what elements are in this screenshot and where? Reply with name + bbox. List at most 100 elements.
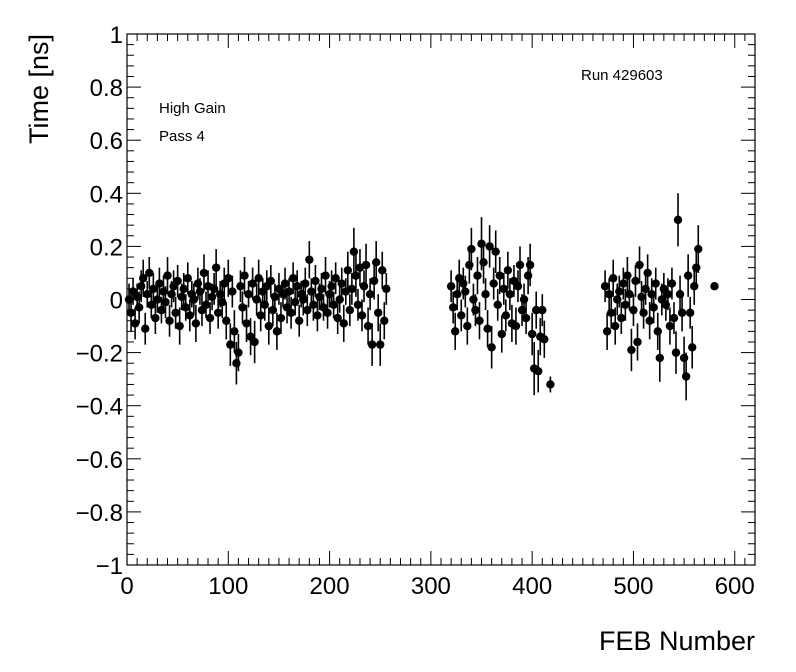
data-point [625, 289, 634, 299]
data-point [333, 313, 342, 323]
data-point [694, 244, 703, 254]
data-point [487, 343, 496, 352]
data-point [126, 308, 136, 317]
data-point [534, 366, 543, 376]
data-point [661, 300, 671, 310]
data-point [465, 260, 474, 270]
data-point [367, 340, 377, 349]
data-point [519, 295, 529, 304]
y-tick-label: −0.8 [76, 500, 123, 527]
data-point [602, 327, 612, 336]
data-point [617, 313, 626, 323]
data-point [179, 284, 188, 294]
data-point [218, 297, 227, 307]
data-point [292, 282, 302, 291]
data-point [167, 289, 176, 299]
data-point [491, 247, 500, 256]
data-point [183, 274, 192, 283]
data-point [286, 308, 296, 317]
data-point [307, 287, 316, 296]
data-point [540, 335, 549, 344]
data-point [511, 321, 521, 331]
data-point [546, 380, 555, 389]
data-point [268, 305, 278, 315]
data-point [683, 271, 693, 280]
data-point [631, 276, 640, 286]
data-point [515, 260, 525, 270]
data-point [339, 319, 348, 328]
data-point [604, 289, 614, 299]
data-point [523, 271, 533, 280]
data-point [483, 324, 492, 333]
x-tick-label: 500 [613, 573, 653, 600]
y-tick-labels: −1 −0.8 −0.6 −0.4 −0.2 0 0.2 0.4 0.6 0.8 1 [76, 22, 123, 580]
data-point [305, 255, 314, 264]
data-point [175, 321, 184, 331]
data-point [213, 308, 223, 317]
data-point [461, 287, 470, 296]
data-point [209, 284, 219, 294]
data-point [132, 292, 142, 302]
data-point [376, 340, 385, 349]
data-point [527, 329, 537, 339]
data-point [234, 348, 243, 357]
data-point [205, 313, 215, 323]
data-point [623, 271, 632, 280]
data-point [629, 305, 638, 315]
data-point [224, 274, 233, 283]
data-point [349, 247, 359, 256]
data-point [497, 329, 506, 339]
data-point [600, 282, 610, 291]
data-point [222, 316, 231, 325]
data-point [254, 274, 263, 283]
x-tick-label: 300 [411, 573, 451, 600]
data-point [317, 284, 326, 294]
data-point [525, 260, 535, 270]
data-point [663, 289, 673, 299]
data-point [181, 303, 190, 312]
data-point [503, 266, 513, 275]
data-point [369, 276, 379, 286]
data-point [347, 284, 357, 294]
data-point [211, 263, 221, 272]
data-point [230, 327, 239, 336]
x-tick-label: 100 [208, 573, 248, 600]
data-point [361, 260, 371, 270]
data-point [345, 305, 355, 315]
data-point [130, 319, 140, 328]
data-point [611, 321, 620, 331]
data-point [163, 271, 172, 280]
y-tick-label: 0.2 [90, 234, 123, 261]
data-point [627, 345, 636, 355]
x-tick-label: 200 [310, 573, 350, 600]
data-point [621, 300, 630, 310]
data-point [149, 284, 158, 294]
data-point [177, 292, 186, 302]
data-point [290, 297, 300, 307]
data-point [151, 313, 160, 323]
data-point [242, 319, 251, 328]
data-point [189, 295, 199, 304]
data-point [276, 313, 286, 323]
data-point [467, 244, 476, 254]
data-point [248, 279, 257, 288]
data-point [331, 274, 340, 283]
data-point [329, 300, 338, 310]
data-point [303, 305, 312, 315]
data-point [321, 271, 330, 280]
y-tick-label: 0.6 [90, 128, 123, 155]
data-point [649, 303, 658, 312]
data-point [667, 279, 677, 288]
data-point [645, 316, 654, 325]
x-tick-label: 600 [715, 573, 755, 600]
data-point [134, 303, 144, 312]
y-tick-label: −0.2 [76, 341, 123, 368]
data-point [315, 292, 324, 302]
data-point [477, 239, 486, 248]
data-point [493, 300, 502, 310]
data-point [463, 321, 472, 331]
data-point [653, 327, 662, 336]
data-point [309, 300, 318, 310]
data-point [677, 308, 687, 317]
